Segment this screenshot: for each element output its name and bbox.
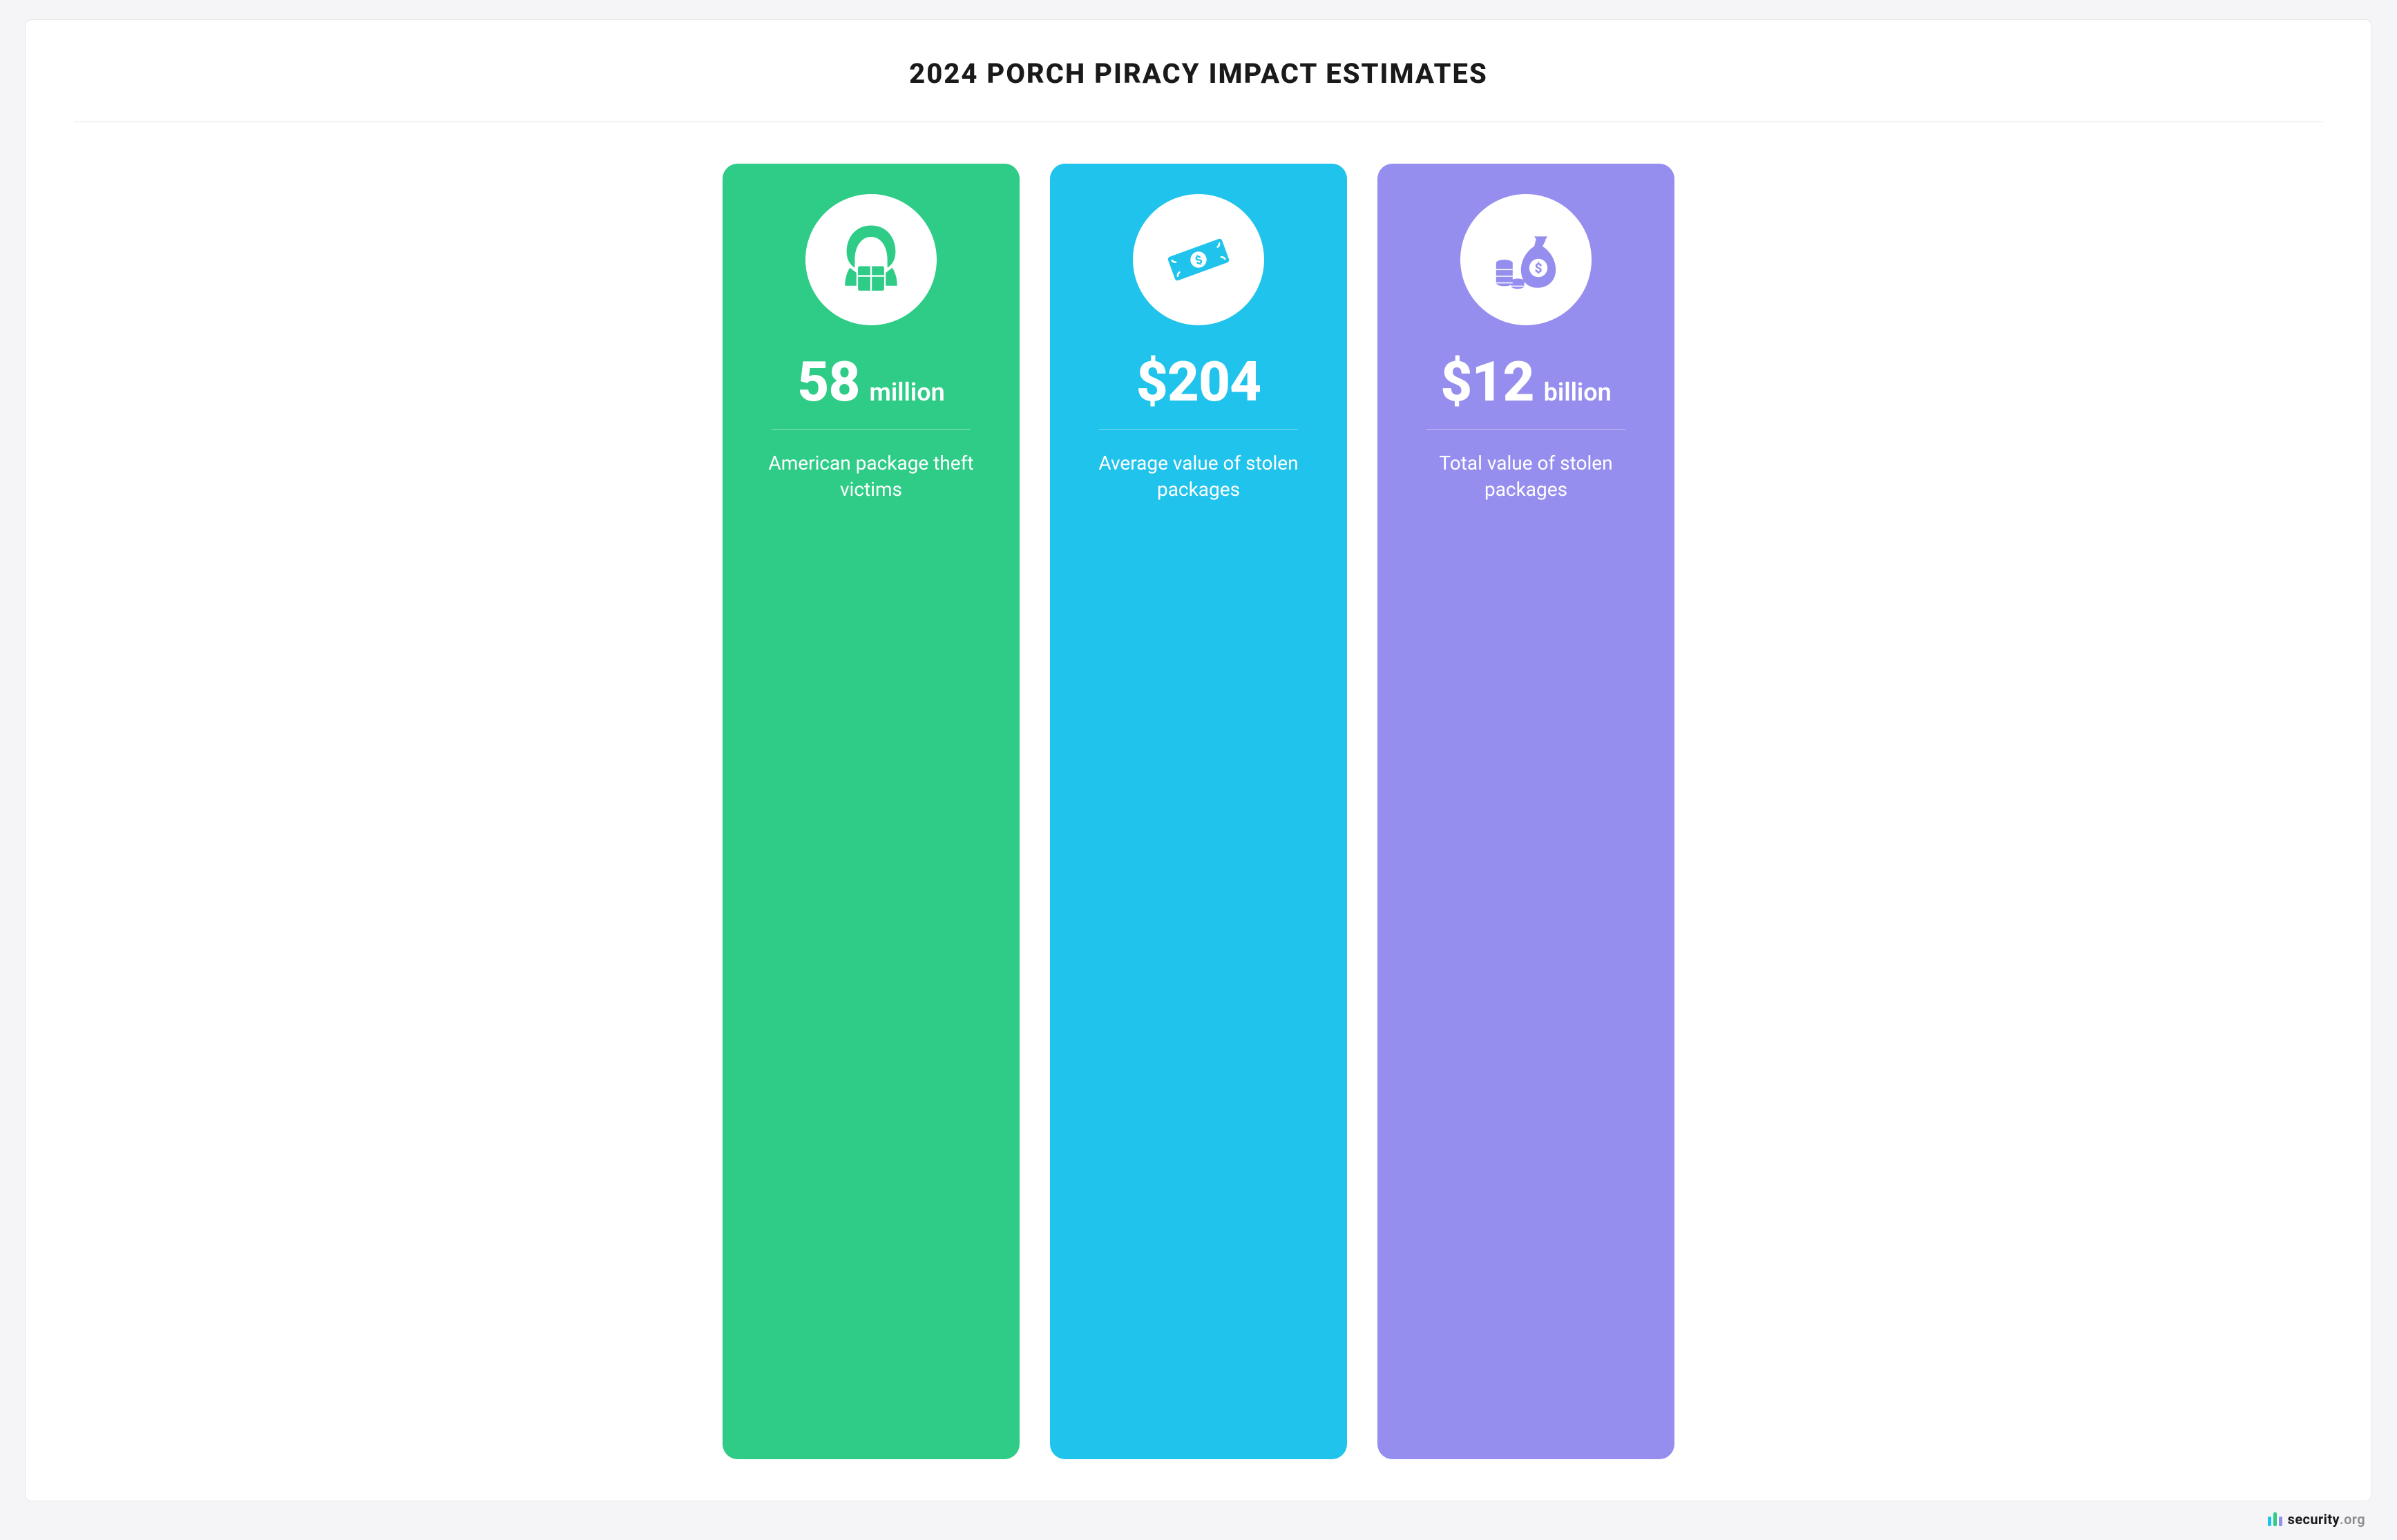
card-total-value: $ $12 billion Total value of st: [1377, 164, 1674, 1459]
value-row-total-value: $12 billion: [1440, 354, 1612, 410]
desc-victims: American package theft victims: [743, 450, 999, 503]
svg-text:$: $: [1534, 260, 1542, 276]
cards-row: 58 million American package theft victim…: [74, 164, 2323, 1459]
footer-brand: security.org: [2288, 1511, 2365, 1528]
logo-bar-1: [2268, 1517, 2271, 1526]
infographic-panel: 2024 PORCH PIRACY IMPACT ESTIMATES: [25, 19, 2372, 1501]
footer-brand-suffix: .org: [2340, 1511, 2365, 1528]
dollar-bill-icon: $: [1154, 215, 1243, 305]
value-total-value: $12: [1440, 354, 1534, 410]
desc-avg-value: Average value of stolen packages: [1071, 450, 1326, 503]
money-bag-coins-icon: $: [1484, 218, 1567, 301]
footer-logo-icon: [2268, 1512, 2282, 1526]
card-avg-value: $ $204 Average value of stolen packages: [1050, 164, 1347, 1459]
value-unit-total-value: billion: [1544, 378, 1612, 407]
card-divider-total-value: [1426, 429, 1626, 430]
card-divider-victims: [772, 429, 971, 430]
footer-attribution: security.org: [25, 1511, 2372, 1528]
desc-total-value: Total value of stolen packages: [1398, 450, 1654, 503]
footer-brand-main: security: [2288, 1511, 2340, 1528]
value-row-victims: 58 million: [797, 354, 944, 410]
logo-bar-3: [2279, 1517, 2282, 1526]
card-victims: 58 million American package theft victim…: [723, 164, 1020, 1459]
infographic-title: 2024 PORCH PIRACY IMPACT ESTIMATES: [74, 57, 2323, 90]
icon-circle-victims: [805, 194, 937, 325]
card-divider-avg-value: [1099, 429, 1299, 430]
value-unit-victims: million: [870, 378, 945, 407]
value-victims: 58: [797, 354, 859, 410]
logo-bar-2: [2273, 1512, 2277, 1526]
icon-circle-total-value: $: [1460, 194, 1592, 325]
value-row-avg-value: $204: [1136, 354, 1261, 410]
thief-with-package-icon: [830, 219, 912, 300]
icon-circle-avg-value: $: [1133, 194, 1264, 325]
value-avg-value: $204: [1136, 354, 1261, 410]
